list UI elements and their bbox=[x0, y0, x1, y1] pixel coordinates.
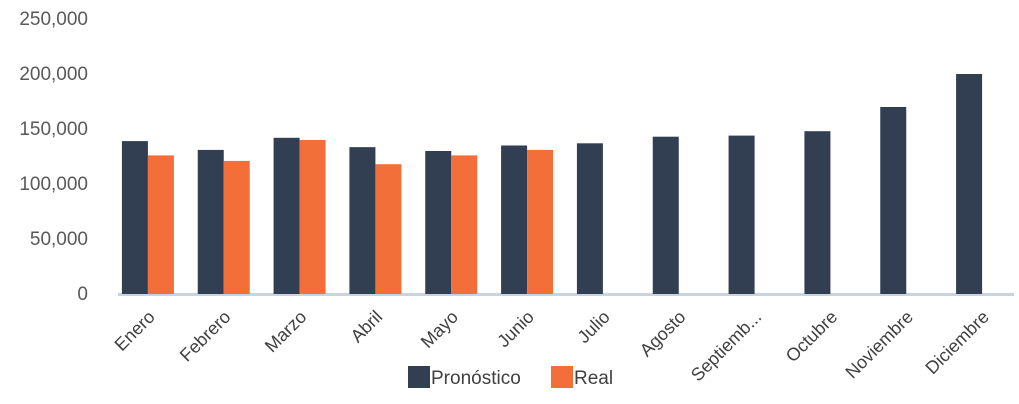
x-tick-label: Abril bbox=[347, 307, 387, 347]
bar-pronostico bbox=[956, 74, 983, 294]
bar-pronostico bbox=[197, 149, 224, 294]
bar-real bbox=[451, 155, 478, 294]
bar-pronostico bbox=[652, 136, 679, 294]
x-tick-label: Junio bbox=[493, 307, 538, 352]
bar-pronostico bbox=[273, 137, 300, 294]
x-tick-label: Febrero bbox=[176, 307, 235, 366]
bar-pronostico bbox=[349, 147, 376, 294]
bar-real bbox=[527, 149, 554, 294]
y-tick-label: 100,000 bbox=[19, 174, 88, 195]
legend-swatch-pronostico bbox=[408, 366, 430, 388]
bar-real bbox=[299, 140, 326, 294]
legend-label-pronostico: Pronóstico bbox=[431, 368, 521, 389]
bar-pronostico bbox=[728, 135, 755, 294]
bar-pronostico bbox=[576, 143, 603, 294]
x-tick-label: Julio bbox=[573, 307, 613, 347]
y-tick-label: 150,000 bbox=[19, 119, 88, 140]
y-tick-label: 200,000 bbox=[19, 64, 88, 85]
x-tick-label: Mayo bbox=[417, 307, 462, 352]
y-tick-label: 50,000 bbox=[30, 229, 88, 250]
y-tick-label: 0 bbox=[77, 284, 88, 305]
x-tick-label: Septiemb... bbox=[687, 307, 766, 386]
bar-pronostico bbox=[425, 151, 452, 294]
legend-label-real: Real bbox=[574, 368, 613, 389]
y-axis: 250,000 200,000 150,000 100,000 50,000 0 bbox=[19, 9, 88, 305]
x-tick-label: Diciembre bbox=[921, 307, 992, 378]
x-tick-label: Enero bbox=[111, 307, 159, 355]
bars bbox=[121, 74, 983, 294]
bar-real bbox=[147, 155, 174, 294]
bar-real bbox=[375, 164, 402, 294]
y-tick-label: 250,000 bbox=[19, 9, 88, 30]
legend-swatch-real bbox=[551, 366, 573, 388]
bar-real bbox=[223, 160, 250, 294]
x-tick-label: Agosto bbox=[636, 307, 690, 361]
bar-pronostico bbox=[121, 141, 148, 294]
bar-pronostico bbox=[804, 131, 831, 294]
bar-pronostico bbox=[501, 145, 528, 294]
x-tick-label: Noviembre bbox=[841, 307, 917, 383]
x-tick-label: Octubre bbox=[782, 307, 841, 366]
bar-pronostico bbox=[880, 107, 907, 294]
x-tick-label: Marzo bbox=[261, 307, 311, 357]
legend: Pronóstico Real bbox=[408, 366, 613, 389]
